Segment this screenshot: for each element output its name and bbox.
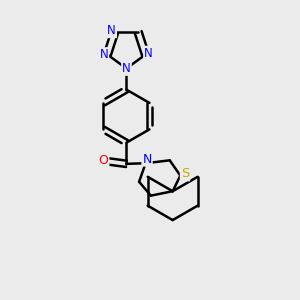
Text: N: N bbox=[100, 48, 108, 61]
Text: S: S bbox=[181, 167, 189, 180]
Text: N: N bbox=[122, 62, 131, 75]
Text: O: O bbox=[98, 154, 108, 167]
Text: N: N bbox=[142, 153, 152, 166]
Text: N: N bbox=[144, 46, 153, 60]
Text: N: N bbox=[107, 24, 116, 37]
